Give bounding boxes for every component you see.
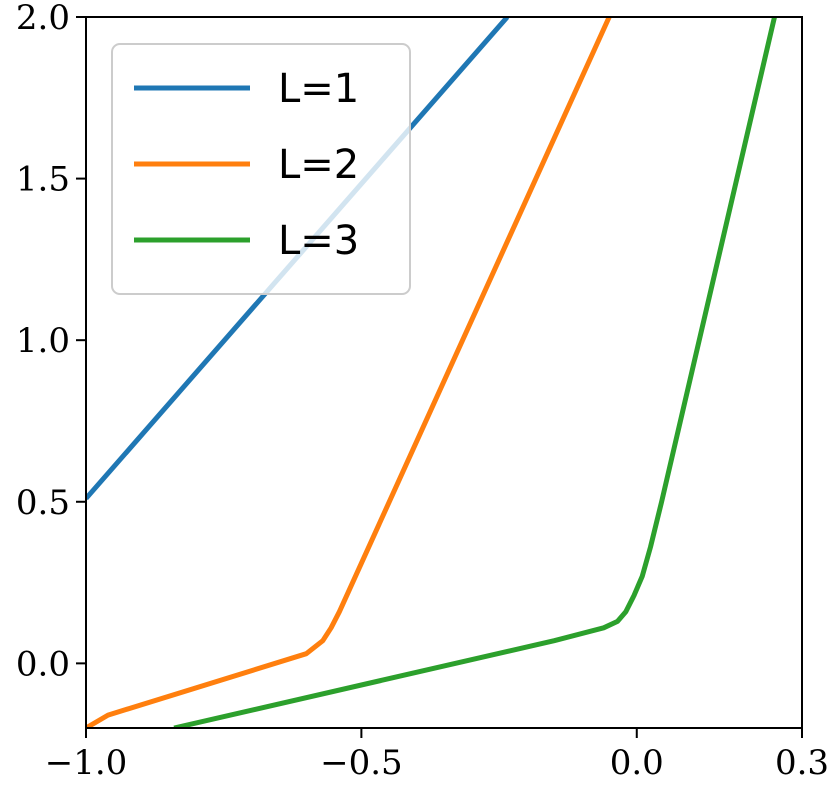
x-tick-label: 0.0 <box>610 743 664 783</box>
legend-label: L=1 <box>278 66 359 112</box>
legend-label: L=2 <box>278 142 359 188</box>
series-line-3 <box>173 17 777 728</box>
x-tick-label: −1.0 <box>45 743 128 783</box>
x-tick-label: −0.5 <box>320 743 403 783</box>
y-axis: 0.0 0.5 1.0 1.5 2.0 <box>16 0 86 684</box>
plot-frame <box>85 16 803 729</box>
x-axis: −1.0 −0.5 0.0 0.3 <box>45 728 829 783</box>
y-tick-label: 2.0 <box>16 0 70 38</box>
y-tick-label: 0.0 <box>16 644 70 684</box>
legend: L=1 L=2 L=3 <box>111 43 411 295</box>
x-tick-label: 0.3 <box>775 743 829 783</box>
y-tick-label: 0.5 <box>16 483 70 523</box>
y-tick-label: 1.0 <box>16 321 70 361</box>
y-tick-label: 1.5 <box>16 160 70 200</box>
series-line-2 <box>86 17 612 728</box>
legend-box <box>111 43 411 295</box>
legend-label: L=3 <box>278 218 359 264</box>
